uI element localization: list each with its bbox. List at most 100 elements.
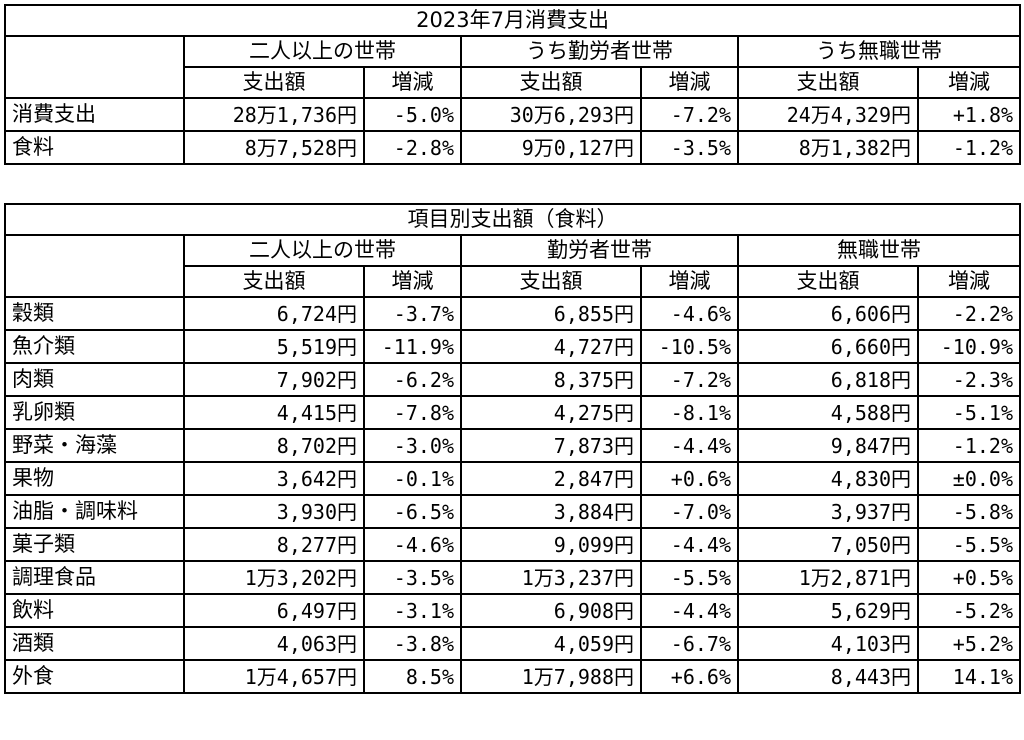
amount-cell: 4,275円 <box>460 395 642 430</box>
group-header: 二人以上の世帯 <box>183 234 462 267</box>
table-row: 肉類 7,902円 -6.2% 8,375円 -7.2% 6,818円 -2.3% <box>4 362 1021 397</box>
row-label: 魚介類 <box>4 329 185 364</box>
amount-cell: 3,884円 <box>460 494 642 529</box>
change-cell: -11.9% <box>363 329 462 364</box>
change-cell: 8.5% <box>363 659 462 694</box>
amount-cell: 3,642円 <box>183 461 365 496</box>
change-cell: -7.0% <box>640 494 739 529</box>
row-label: 食料 <box>4 130 185 165</box>
change-cell: -6.7% <box>640 626 739 661</box>
table-row: 野菜・海藻 8,702円 -3.0% 7,873円 -4.4% 9,847円 -1.2% <box>4 428 1021 463</box>
change-cell: -4.4% <box>640 527 739 562</box>
change-cell: -5.0% <box>363 97 462 132</box>
change-cell: -6.5% <box>363 494 462 529</box>
amount-cell: 1万7,988円 <box>460 659 642 694</box>
change-cell: -4.4% <box>640 428 739 463</box>
change-cell: -2.8% <box>363 130 462 165</box>
table-row: 穀類 6,724円 -3.7% 6,855円 -4.6% 6,606円 -2.2% <box>4 296 1021 331</box>
amount-cell: 4,059円 <box>460 626 642 661</box>
monthly-consumption-table: 2023年7月消費支出 二人以上の世帯 うち勤労者世帯 うち無職世帯 支出額 増… <box>3 4 1022 165</box>
row-label: 調理食品 <box>4 560 185 595</box>
change-cell: +6.6% <box>640 659 739 694</box>
change-cell: +0.6% <box>640 461 739 496</box>
amount-cell: 30万6,293円 <box>460 97 642 132</box>
change-cell: +1.8% <box>916 97 1022 132</box>
amount-cell: 1万3,237円 <box>460 560 642 595</box>
change-cell: -4.6% <box>363 527 462 562</box>
change-cell: -1.2% <box>916 130 1022 165</box>
row-label: 外食 <box>4 659 185 694</box>
amount-cell: 4,830円 <box>737 461 919 496</box>
amount-cell: 8万7,528円 <box>183 130 365 165</box>
column-header: 増減 <box>640 66 739 99</box>
change-cell: -7.2% <box>640 97 739 132</box>
column-header: 増減 <box>916 66 1022 99</box>
amount-cell: 8,443円 <box>737 659 919 694</box>
amount-cell: 4,103円 <box>737 626 919 661</box>
group-header: うち無職世帯 <box>736 35 1022 68</box>
amount-cell: 6,606円 <box>737 296 919 331</box>
table-row: 油脂・調味料 3,930円 -6.5% 3,884円 -7.0% 3,937円 -5.8% <box>4 494 1021 529</box>
row-label: 油脂・調味料 <box>4 494 185 529</box>
amount-cell: 8,277円 <box>183 527 365 562</box>
change-cell: +0.5% <box>917 560 1021 595</box>
amount-cell: 6,818円 <box>737 362 919 397</box>
food-expenditure-table: 項目別支出額（食料） 二人以上の世帯 勤労者世帯 無職世帯 支出額 増減 支出額… <box>4 203 1021 694</box>
amount-cell: 24万4,329円 <box>737 97 919 132</box>
table-row: 外食 1万4,657円 8.5% 1万7,988円 +6.6% 8,443円 14.1% <box>4 659 1021 694</box>
amount-cell: 6,497円 <box>183 593 365 628</box>
column-header: 支出額 <box>460 265 642 298</box>
change-cell: -0.1% <box>363 461 462 496</box>
table-title: 2023年7月消費支出 <box>3 4 1022 37</box>
amount-cell: 9,099円 <box>460 527 642 562</box>
table-row: 果物 3,642円 -0.1% 2,847円 +0.6% 4,830円 ±0.0% <box>4 461 1021 496</box>
table-row: 酒類 4,063円 -3.8% 4,059円 -6.7% 4,103円 +5.2% <box>4 626 1021 661</box>
column-header: 支出額 <box>460 66 642 99</box>
change-cell: -4.4% <box>640 593 739 628</box>
column-header: 増減 <box>917 265 1021 298</box>
change-cell: -5.5% <box>640 560 739 595</box>
row-label: 消費支出 <box>4 97 185 132</box>
amount-cell: 7,050円 <box>737 527 919 562</box>
column-header: 増減 <box>363 265 462 298</box>
table-row: 消費支出 28万1,736円 -5.0% 30万6,293円 -7.2% 24万4,329… <box>4 97 1022 132</box>
table-row: 飲料 6,497円 -3.1% 6,908円 -4.4% 5,629円 -5.2% <box>4 593 1021 628</box>
change-cell: -3.0% <box>363 428 462 463</box>
change-cell: 14.1% <box>917 659 1021 694</box>
change-cell: -10.5% <box>640 329 739 364</box>
table-title: 項目別支出額（食料） <box>4 203 1021 236</box>
amount-cell: 6,855円 <box>460 296 642 331</box>
column-header: 支出額 <box>183 265 365 298</box>
table-row: 魚介類 5,519円 -11.9% 4,727円 -10.5% 6,660円 -10.9% <box>4 329 1021 364</box>
change-cell: -3.5% <box>640 130 739 165</box>
change-cell: -10.9% <box>917 329 1021 364</box>
amount-cell: 3,930円 <box>183 494 365 529</box>
amount-cell: 2,847円 <box>460 461 642 496</box>
amount-cell: 1万2,871円 <box>737 560 919 595</box>
column-header: 支出額 <box>737 265 919 298</box>
amount-cell: 5,629円 <box>737 593 919 628</box>
change-cell: -7.8% <box>363 395 462 430</box>
change-cell: -4.6% <box>640 296 739 331</box>
amount-cell: 1万3,202円 <box>183 560 365 595</box>
group-header: うち勤労者世帯 <box>460 35 739 68</box>
group-header: 無職世帯 <box>737 234 1021 267</box>
table-row: 食料 8万7,528円 -2.8% 9万0,127円 -3.5% 8万1,382円 -1.2… <box>4 130 1022 165</box>
change-cell: -5.8% <box>917 494 1021 529</box>
amount-cell: 6,660円 <box>737 329 919 364</box>
table-row: 乳卵類 4,415円 -7.8% 4,275円 -8.1% 4,588円 -5.1% <box>4 395 1021 430</box>
change-cell: -3.5% <box>363 560 462 595</box>
row-label: 乳卵類 <box>4 395 185 430</box>
change-cell: -3.8% <box>363 626 462 661</box>
column-header: 増減 <box>363 66 462 99</box>
change-cell: -2.3% <box>917 362 1021 397</box>
amount-cell: 7,873円 <box>460 428 642 463</box>
row-label: 肉類 <box>4 362 185 397</box>
amount-cell: 28万1,736円 <box>183 97 365 132</box>
amount-cell: 8,375円 <box>460 362 642 397</box>
amount-cell: 5,519円 <box>183 329 365 364</box>
change-cell: -5.2% <box>917 593 1021 628</box>
change-cell: -3.1% <box>363 593 462 628</box>
amount-cell: 4,588円 <box>737 395 919 430</box>
row-label: 菓子類 <box>4 527 185 562</box>
